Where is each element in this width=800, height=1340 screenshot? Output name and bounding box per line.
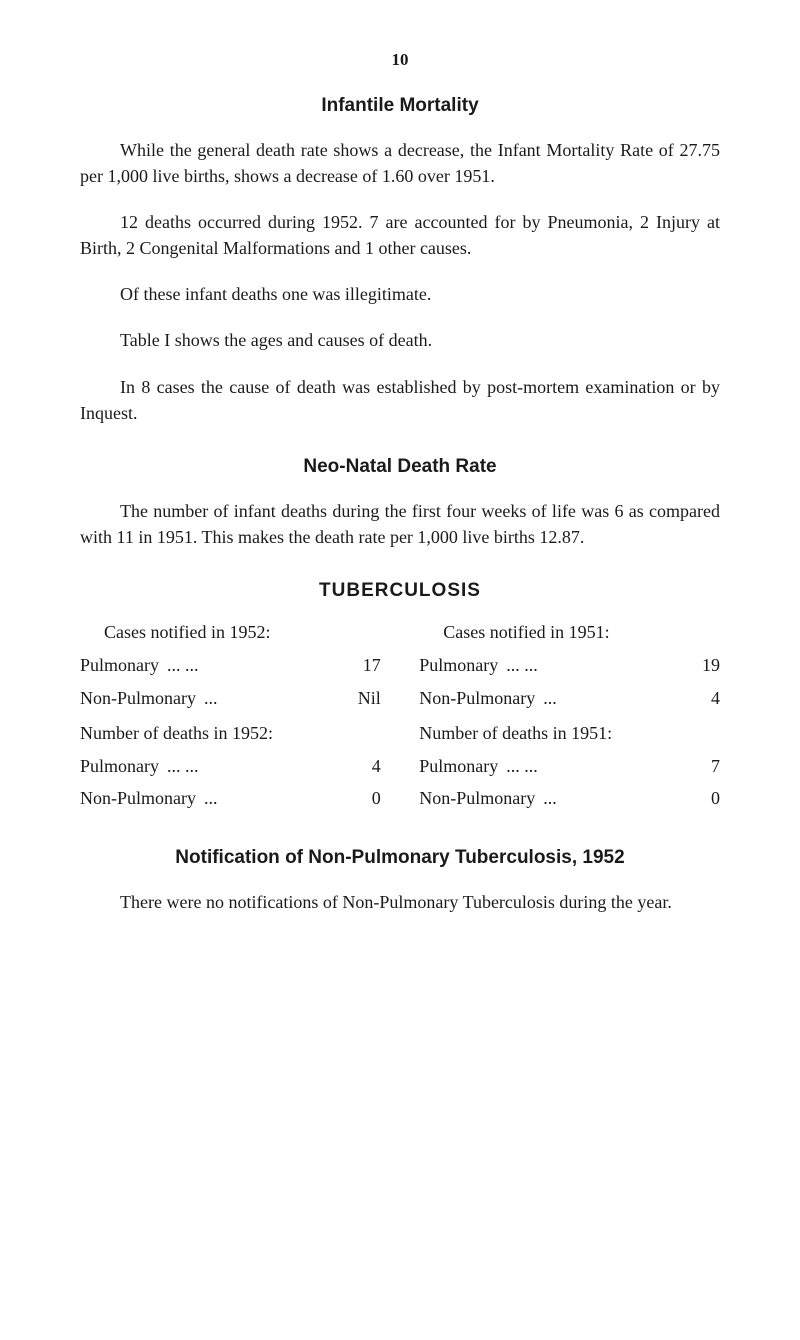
tb-dots: ... bbox=[204, 684, 343, 713]
tb-value: 4 bbox=[690, 684, 720, 713]
tb-value: 0 bbox=[351, 784, 381, 813]
tb-right-column: Cases notified in 1951: Pulmonary ... ..… bbox=[419, 622, 720, 817]
notification-title: Notification of Non-Pulmonary Tuberculos… bbox=[80, 847, 720, 869]
paragraph: Of these infant deaths one was illegitim… bbox=[80, 281, 720, 307]
tb-label: Non-Pulmonary bbox=[80, 684, 196, 713]
tuberculosis-columns: Cases notified in 1952: Pulmonary ... ..… bbox=[80, 622, 720, 817]
tb-row: Pulmonary ... ... 17 bbox=[80, 651, 381, 680]
page-number: 10 bbox=[80, 50, 720, 70]
neo-natal-title: Neo-Natal Death Rate bbox=[80, 456, 720, 478]
paragraph: The number of infant deaths during the f… bbox=[80, 498, 720, 550]
tb-dots: ... ... bbox=[167, 752, 343, 781]
paragraph: There were no notifications of Non-Pulmo… bbox=[80, 889, 720, 915]
tb-value: 0 bbox=[690, 784, 720, 813]
tb-row: Pulmonary ... ... 4 bbox=[80, 752, 381, 781]
paragraph: Table I shows the ages and causes of dea… bbox=[80, 327, 720, 353]
tb-heading: Cases notified in 1952: bbox=[80, 622, 381, 643]
tb-label: Non-Pulmonary bbox=[419, 684, 535, 713]
tuberculosis-title: TUBERCULOSIS bbox=[80, 580, 720, 602]
paragraph: In 8 cases the cause of death was establ… bbox=[80, 374, 720, 426]
tb-subheading: Number of deaths in 1951: bbox=[419, 723, 720, 744]
tb-row: Pulmonary ... ... 7 bbox=[419, 752, 720, 781]
tb-value: 17 bbox=[351, 651, 381, 680]
tb-row: Non-Pulmonary ... 0 bbox=[419, 784, 720, 813]
tb-dots: ... ... bbox=[167, 651, 343, 680]
tb-row: Pulmonary ... ... 19 bbox=[419, 651, 720, 680]
tb-heading: Cases notified in 1951: bbox=[419, 622, 720, 643]
tb-row: Non-Pulmonary ... 0 bbox=[80, 784, 381, 813]
tb-value: 19 bbox=[690, 651, 720, 680]
tb-row: Non-Pulmonary ... 4 bbox=[419, 684, 720, 713]
tb-value: 4 bbox=[351, 752, 381, 781]
tb-label: Non-Pulmonary bbox=[80, 784, 196, 813]
tb-label: Pulmonary bbox=[419, 651, 498, 680]
tb-row: Non-Pulmonary ... Nil bbox=[80, 684, 381, 713]
infantile-mortality-title: Infantile Mortality bbox=[80, 95, 720, 117]
paragraph: While the general death rate shows a dec… bbox=[80, 137, 720, 189]
tb-label: Non-Pulmonary bbox=[419, 784, 535, 813]
tb-left-column: Cases notified in 1952: Pulmonary ... ..… bbox=[80, 622, 381, 817]
tb-value: 7 bbox=[690, 752, 720, 781]
paragraph: 12 deaths occurred during 1952. 7 are ac… bbox=[80, 209, 720, 261]
tb-dots: ... bbox=[204, 784, 343, 813]
tb-dots: ... bbox=[543, 784, 682, 813]
tb-dots: ... ... bbox=[506, 752, 682, 781]
tb-label: Pulmonary bbox=[419, 752, 498, 781]
tb-dots: ... ... bbox=[506, 651, 682, 680]
tb-subheading: Number of deaths in 1952: bbox=[80, 723, 381, 744]
tb-value: Nil bbox=[351, 684, 381, 713]
tb-label: Pulmonary bbox=[80, 752, 159, 781]
tb-label: Pulmonary bbox=[80, 651, 159, 680]
tb-dots: ... bbox=[543, 684, 682, 713]
